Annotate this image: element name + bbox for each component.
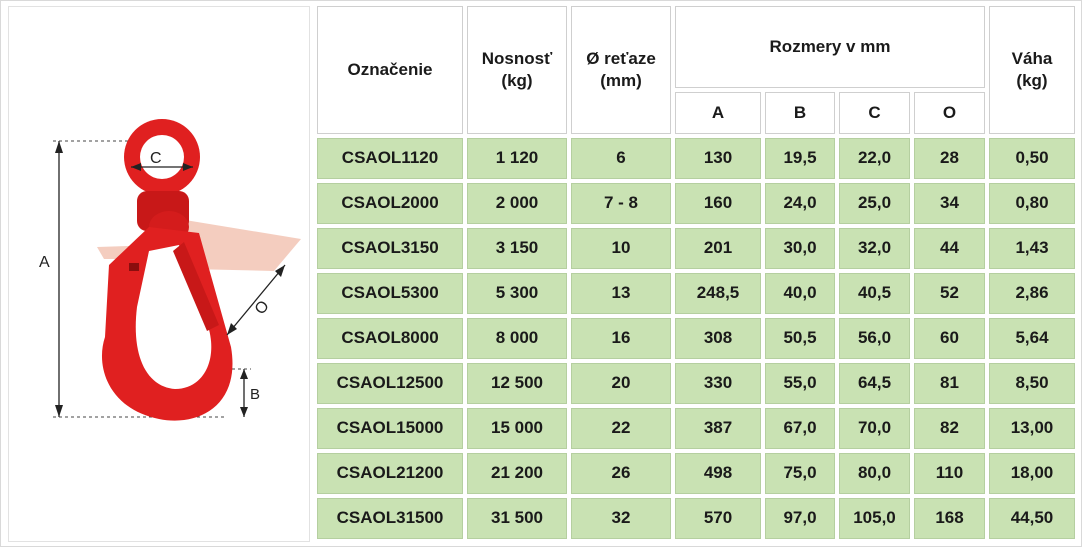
table-cell-oznacenie: CSAOL8000 (317, 318, 463, 359)
header-vaha: Váha (kg) (989, 6, 1075, 134)
table-cell-dim-b: 24,0 (765, 183, 835, 224)
table-cell-dim-c: 105,0 (839, 498, 910, 539)
table-cell-dim-o: 168 (914, 498, 985, 539)
label-c: C (150, 150, 162, 167)
table-cell-dim-a: 248,5 (675, 273, 761, 314)
table-cell-dim-o: 34 (914, 183, 985, 224)
table-cell-dim-c: 32,0 (839, 228, 910, 269)
table-cell-dim-o: 28 (914, 138, 985, 179)
header-rozmery: Rozmery v mm (675, 6, 985, 88)
table-cell-dim-c: 70,0 (839, 408, 910, 449)
table-cell-dim-a: 160 (675, 183, 761, 224)
table-cell-dim-b: 19,5 (765, 138, 835, 179)
table-cell-nosnost: 3 150 (467, 228, 567, 269)
table-cell-dim-b: 75,0 (765, 453, 835, 494)
table-cell-nosnost: 31 500 (467, 498, 567, 539)
table-cell-dim-c: 56,0 (839, 318, 910, 359)
table-cell-dim-b: 40,0 (765, 273, 835, 314)
header-dim-a: A (675, 92, 761, 134)
table-cell-vaha: 5,64 (989, 318, 1075, 359)
table-cell-retaze: 26 (571, 453, 671, 494)
table-cell-vaha: 8,50 (989, 363, 1075, 404)
table-cell-oznacenie: CSAOL21200 (317, 453, 463, 494)
table-cell-dim-c: 22,0 (839, 138, 910, 179)
header-dim-c: C (839, 92, 910, 134)
table-cell-retaze: 10 (571, 228, 671, 269)
table-cell-oznacenie: CSAOL3150 (317, 228, 463, 269)
dimension-o-line (226, 264, 286, 336)
table-cell-nosnost: 12 500 (467, 363, 567, 404)
table-cell-dim-c: 80,0 (839, 453, 910, 494)
table-cell-dim-b: 67,0 (765, 408, 835, 449)
table-cell-nosnost: 2 000 (467, 183, 567, 224)
header-dim-o: O (914, 92, 985, 134)
table-cell-oznacenie: CSAOL2000 (317, 183, 463, 224)
table-cell-nosnost: 21 200 (467, 453, 567, 494)
table-cell-dim-a: 308 (675, 318, 761, 359)
table-cell-oznacenie: CSAOL5300 (317, 273, 463, 314)
table-cell-dim-a: 387 (675, 408, 761, 449)
label-a: A (39, 254, 50, 271)
table-cell-oznacenie: CSAOL15000 (317, 408, 463, 449)
table-cell-dim-b: 97,0 (765, 498, 835, 539)
table-cell-nosnost: 5 300 (467, 273, 567, 314)
table-cell-oznacenie: CSAOL12500 (317, 363, 463, 404)
table-cell-dim-b: 30,0 (765, 228, 835, 269)
header-dim-b: B (765, 92, 835, 134)
table-cell-dim-o: 60 (914, 318, 985, 359)
label-b: B (250, 386, 260, 403)
table-cell-vaha: 0,50 (989, 138, 1075, 179)
table-cell-dim-c: 40,5 (839, 273, 910, 314)
table-cell-retaze: 22 (571, 408, 671, 449)
table-cell-dim-a: 201 (675, 228, 761, 269)
table-cell-nosnost: 15 000 (467, 408, 567, 449)
table-cell-retaze: 16 (571, 318, 671, 359)
table-cell-vaha: 0,80 (989, 183, 1075, 224)
table-cell-dim-a: 130 (675, 138, 761, 179)
hook-diagram: A B C O (39, 119, 301, 421)
table-cell-retaze: 6 (571, 138, 671, 179)
header-nosnost: Nosnosť (kg) (467, 6, 567, 134)
table-cell-oznacenie: CSAOL31500 (317, 498, 463, 539)
table-cell-vaha: 1,43 (989, 228, 1075, 269)
table-cell-dim-o: 44 (914, 228, 985, 269)
hook-diagram-panel: A B C O (8, 6, 310, 542)
table-cell-dim-c: 64,5 (839, 363, 910, 404)
table-cell-dim-o: 81 (914, 363, 985, 404)
table-cell-dim-b: 50,5 (765, 318, 835, 359)
table-cell-vaha: 44,50 (989, 498, 1075, 539)
table-cell-retaze: 20 (571, 363, 671, 404)
table-cell-dim-o: 110 (914, 453, 985, 494)
table-cell-vaha: 18,00 (989, 453, 1075, 494)
table-cell-retaze: 32 (571, 498, 671, 539)
table-cell-vaha: 13,00 (989, 408, 1075, 449)
table-cell-retaze: 7 - 8 (571, 183, 671, 224)
table-cell-nosnost: 1 120 (467, 138, 567, 179)
table-cell-dim-o: 52 (914, 273, 985, 314)
table-cell-dim-o: 82 (914, 408, 985, 449)
table-cell-dim-a: 330 (675, 363, 761, 404)
latch-shape (179, 219, 301, 271)
table-cell-dim-a: 570 (675, 498, 761, 539)
table-cell-dim-c: 25,0 (839, 183, 910, 224)
table-cell-dim-a: 498 (675, 453, 761, 494)
table-cell-oznacenie: CSAOL1120 (317, 138, 463, 179)
table-cell-vaha: 2,86 (989, 273, 1075, 314)
table-cell-dim-b: 55,0 (765, 363, 835, 404)
header-oznacenie: Označenie (317, 6, 463, 134)
table-cell-nosnost: 8 000 (467, 318, 567, 359)
table-cell-retaze: 13 (571, 273, 671, 314)
header-retaze: Ø reťaze (mm) (571, 6, 671, 134)
